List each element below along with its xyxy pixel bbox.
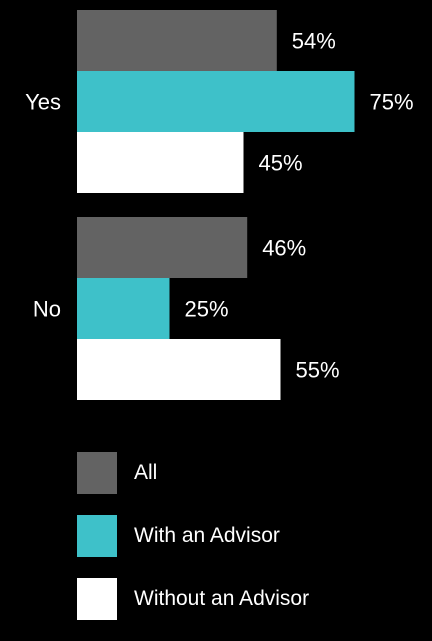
data-label-yes-without-an-advisor: 45% (259, 151, 303, 176)
data-label-no-without-an-advisor: 55% (296, 358, 340, 383)
legend-label-with-advisor: With an Advisor (134, 524, 280, 547)
legend-swatch-all (77, 452, 117, 494)
chart-legend: All With an Advisor Without an Advisor (77, 452, 309, 641)
legend-swatch-with-advisor (77, 515, 117, 557)
bar-no-all (77, 217, 248, 278)
legend-item-with-advisor: With an Advisor (77, 515, 309, 557)
bar-yes-without-an-advisor (77, 132, 244, 193)
legend-label-without-advisor: Without an Advisor (134, 587, 310, 610)
legend-swatch-without-advisor (77, 578, 117, 620)
legend-item-all: All (77, 452, 309, 494)
data-label-yes-all: 54% (292, 29, 336, 54)
legend-item-without-advisor: Without an Advisor (77, 578, 309, 620)
data-label-yes-with-an-advisor: 75% (370, 90, 414, 115)
bar-yes-with-an-advisor (77, 71, 355, 132)
bar-yes-all (77, 10, 277, 71)
category-label-yes: Yes (25, 90, 61, 115)
legend-label-all: All (134, 461, 158, 484)
bar-no-without-an-advisor (77, 339, 281, 400)
category-label-no: No (33, 297, 61, 322)
data-label-no-all: 46% (262, 236, 306, 261)
bar-chart: Yes 54% 75% 45% No 46% 25% 55% (25, 10, 414, 400)
data-label-no-with-an-advisor: 25% (185, 297, 229, 322)
bar-no-with-an-advisor (77, 278, 170, 339)
